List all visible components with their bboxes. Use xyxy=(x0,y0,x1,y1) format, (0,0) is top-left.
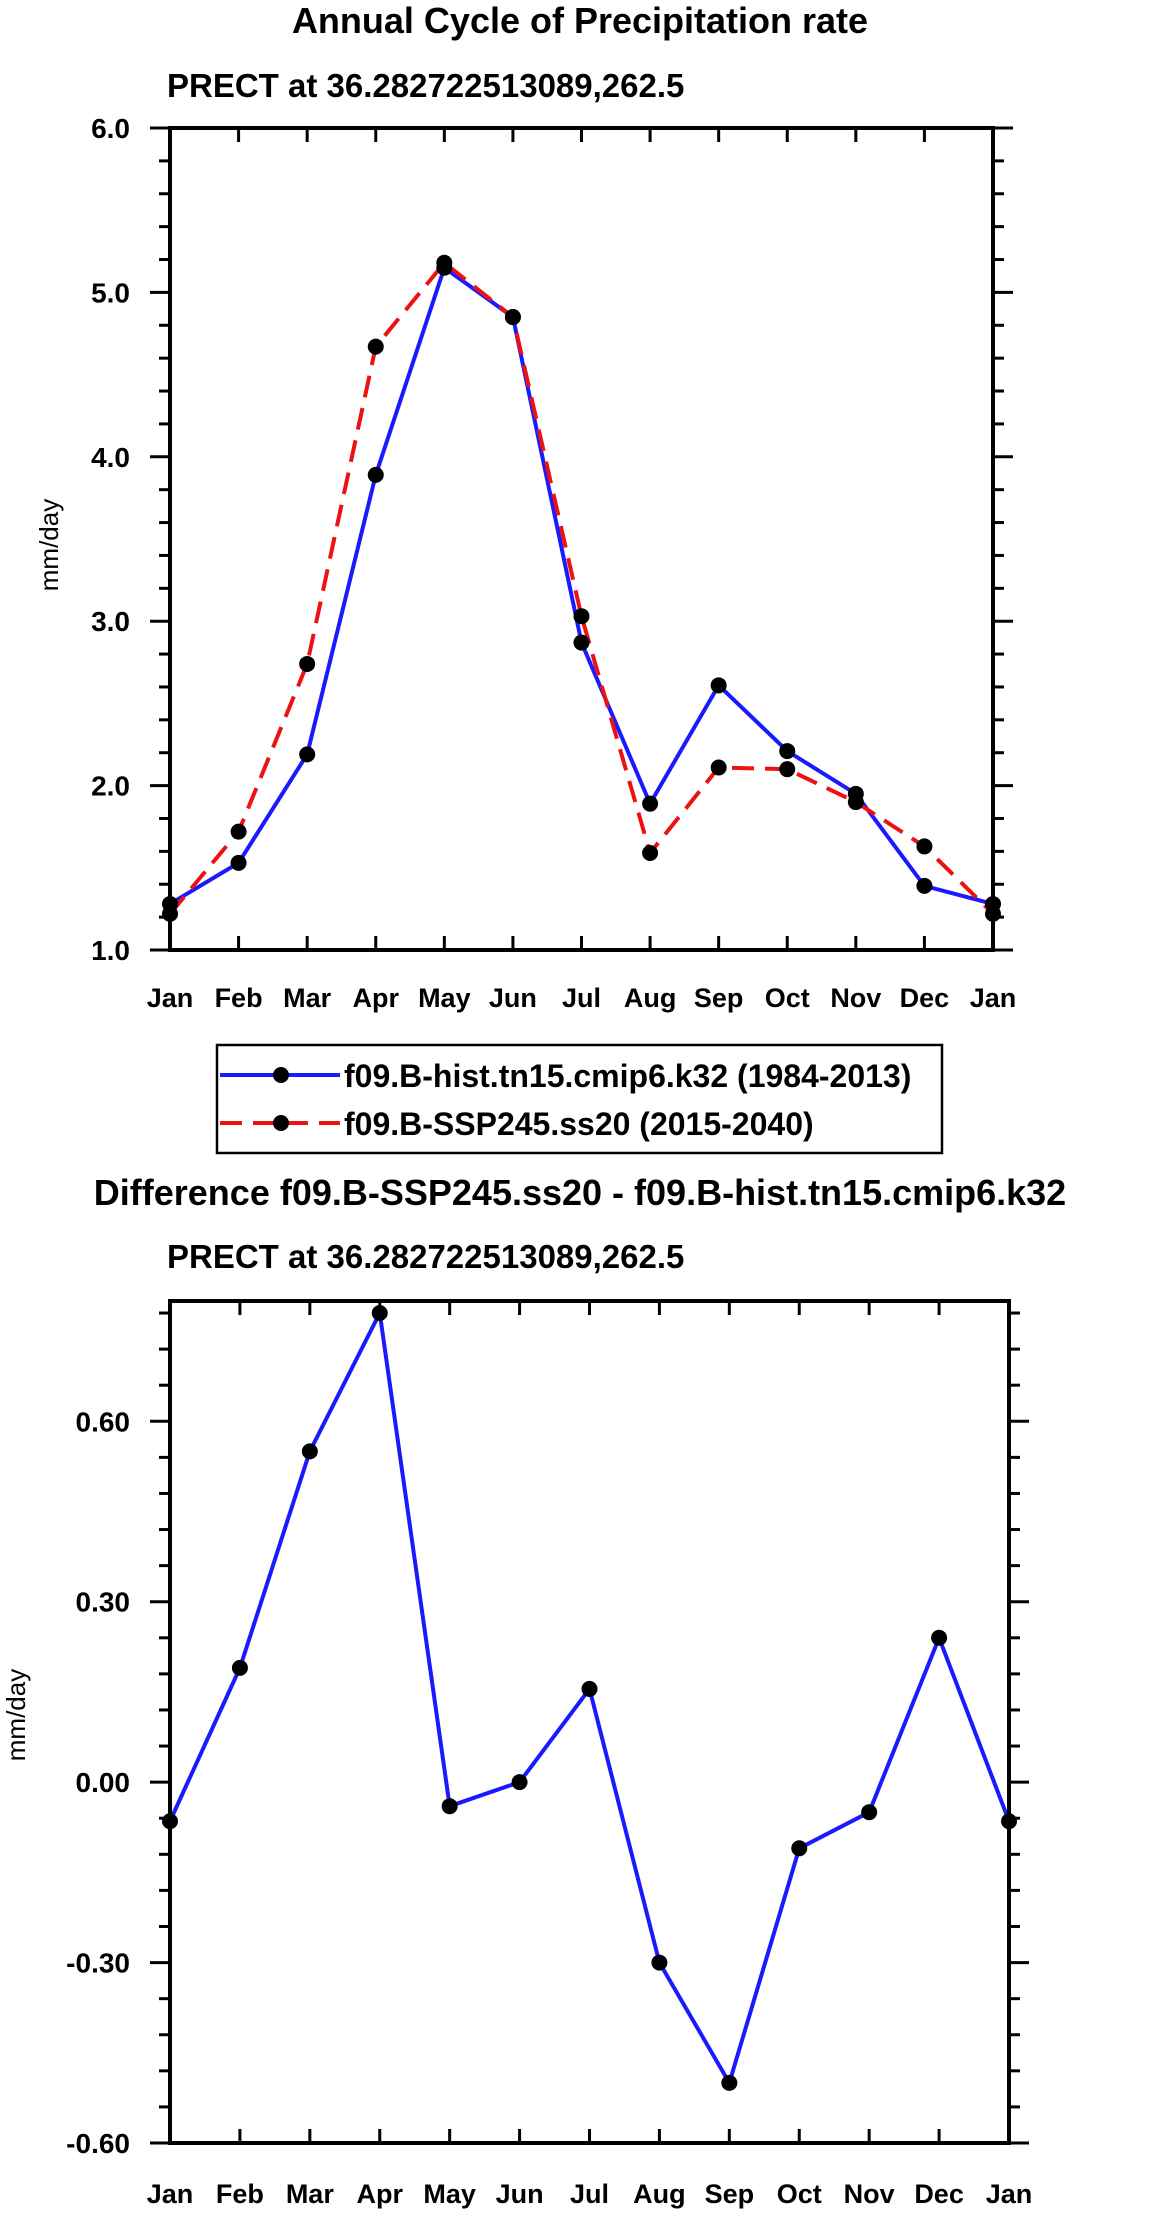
x-tick-label: May xyxy=(418,983,471,1013)
x-tick-label: Jan xyxy=(147,2179,194,2209)
x-tick-label: May xyxy=(423,2179,476,2209)
y-tick-label: -0.60 xyxy=(66,2128,130,2159)
series-0-point xyxy=(371,1305,388,1322)
series-line-0 xyxy=(168,265,994,906)
x-tick-label: Nov xyxy=(844,2179,895,2209)
bottom-chart: Difference f09.B-SSP245.ss20 - f09.B-his… xyxy=(1,1172,1066,2209)
x-tick-label: Jul xyxy=(570,2179,609,2209)
x-tick-label: Feb xyxy=(216,2179,264,2209)
series-0-point xyxy=(642,795,659,812)
legend-marker-hist xyxy=(273,1067,289,1083)
series-0-point xyxy=(441,1798,458,1815)
x-tick-label: Jun xyxy=(496,2179,544,2209)
x-tick-label: Jun xyxy=(489,983,537,1013)
legend-box xyxy=(215,1043,944,1155)
series-1-point xyxy=(299,655,316,672)
x-tick-label: Aug xyxy=(633,2179,685,2209)
legend-label-hist: f09.B-hist.tn15.cmip6.k32 (1984-2013) xyxy=(344,1058,911,1094)
x-tick-label: Dec xyxy=(914,2179,964,2209)
x-tick-label: Feb xyxy=(215,983,263,1013)
y-tick-label: 6.0 xyxy=(91,113,130,144)
legend-marker-ssp xyxy=(273,1115,289,1131)
x-tick-label: Jan xyxy=(986,2179,1033,2209)
x-tick-label: Sep xyxy=(694,983,744,1013)
y-tick-label: 0.00 xyxy=(76,1767,131,1798)
legend: f09.B-hist.tn15.cmip6.k32 (1984-2013) f0… xyxy=(215,1043,944,1155)
series-0-point xyxy=(573,634,590,651)
series-1-point xyxy=(779,761,796,778)
series-0-point xyxy=(721,2074,738,2091)
series-0-point xyxy=(931,1629,948,1646)
series-line-1 xyxy=(168,260,995,916)
y-tick-label: 2.0 xyxy=(91,771,130,802)
x-tick-label: Aug xyxy=(624,983,676,1013)
series-0-point xyxy=(367,466,384,483)
series-0-point xyxy=(861,1804,878,1821)
series-0-point xyxy=(916,877,933,894)
bottom-chart-ylabel: mm/day xyxy=(1,1669,31,1761)
series-1-point xyxy=(367,338,384,355)
series-0-point xyxy=(651,1954,668,1971)
bottom-plot-frame xyxy=(168,1299,1011,2145)
x-tick-label: Jul xyxy=(562,983,601,1013)
series-1-point xyxy=(847,794,864,811)
x-tick-label: Sep xyxy=(705,2179,755,2209)
x-tick-label: Oct xyxy=(765,983,810,1013)
x-tick-label: Mar xyxy=(286,2179,335,2209)
series-1-point xyxy=(710,759,727,776)
x-tick-label: Apr xyxy=(353,983,400,1013)
legend-label-ssp: f09.B-SSP245.ss20 (2015-2040) xyxy=(344,1106,814,1142)
y-tick-label: 0.30 xyxy=(76,1587,131,1618)
series-1-point xyxy=(230,823,247,840)
series-1-point xyxy=(436,254,453,271)
x-tick-label: Jan xyxy=(147,983,194,1013)
x-tick-label: Oct xyxy=(777,2179,822,2209)
y-tick-label: 1.0 xyxy=(91,935,130,966)
y-tick-label: 3.0 xyxy=(91,606,130,637)
series-line-0 xyxy=(168,1311,1011,2085)
series-0-point xyxy=(230,854,247,871)
legend-entry-hist: f09.B-hist.tn15.cmip6.k32 (1984-2013) xyxy=(220,1058,911,1094)
series-0-point xyxy=(710,677,727,694)
series-0-point xyxy=(779,743,796,760)
x-tick-label: Dec xyxy=(900,983,950,1013)
x-tick-label: Jan xyxy=(970,983,1017,1013)
series-1-point xyxy=(642,845,659,862)
y-tick-label: 5.0 xyxy=(91,277,130,308)
series-1-point xyxy=(916,838,933,855)
y-tick-label: 0.60 xyxy=(76,1406,131,1437)
top-plot-frame xyxy=(168,126,995,952)
series-0-point xyxy=(301,1443,318,1460)
series-0-point xyxy=(299,746,316,763)
series-0-point xyxy=(231,1659,248,1676)
top-chart-ylabel: mm/day xyxy=(34,499,64,591)
top-chart: Annual Cycle of Precipitation rate PRECT… xyxy=(34,0,1016,1013)
series-0-point xyxy=(581,1680,598,1697)
y-tick-label: 4.0 xyxy=(91,442,130,473)
x-tick-label: Apr xyxy=(357,2179,404,2209)
top-chart-title: Annual Cycle of Precipitation rate xyxy=(292,0,868,41)
legend-entry-ssp: f09.B-SSP245.ss20 (2015-2040) xyxy=(220,1106,814,1142)
x-tick-label: Mar xyxy=(283,983,332,1013)
series-0-point xyxy=(791,1840,808,1857)
y-tick-label: -0.30 xyxy=(66,1948,130,1979)
series-1-point xyxy=(504,309,521,326)
series-0-point xyxy=(511,1774,528,1791)
bottom-chart-subtitle: PRECT at 36.282722513089,262.5 xyxy=(167,1238,684,1275)
bottom-chart-title: Difference f09.B-SSP245.ss20 - f09.B-his… xyxy=(94,1172,1066,1213)
top-chart-subtitle: PRECT at 36.282722513089,262.5 xyxy=(167,67,684,104)
x-tick-label: Nov xyxy=(830,983,881,1013)
series-1-point xyxy=(573,608,590,625)
